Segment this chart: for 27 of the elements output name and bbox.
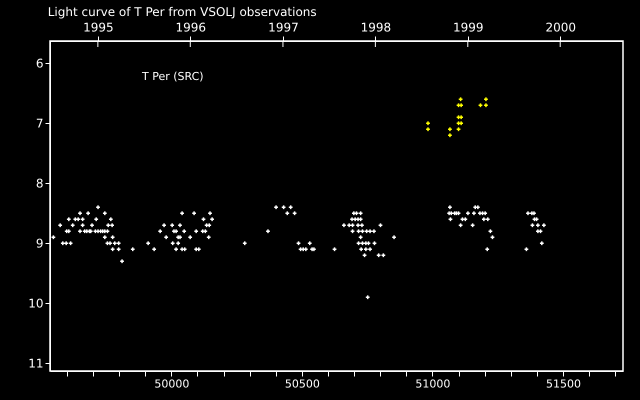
annotation: T Per (SRC) xyxy=(141,70,204,83)
point xyxy=(458,97,462,102)
point xyxy=(456,127,460,132)
x-tick-label: 51500 xyxy=(546,378,581,390)
y-tick-label: 6 xyxy=(36,56,44,71)
x-tick-label: 50000 xyxy=(154,378,190,390)
y-tick-label: 10 xyxy=(28,296,44,311)
x2-tick-label: 1999 xyxy=(453,20,484,34)
point xyxy=(484,103,488,108)
point xyxy=(448,133,452,138)
x2-tick-label: 1997 xyxy=(268,20,299,34)
point xyxy=(478,103,482,108)
x2-tick-label: 2000 xyxy=(545,20,576,34)
point xyxy=(426,121,430,126)
point xyxy=(448,127,452,132)
y-tick-label: 8 xyxy=(36,176,44,191)
chart-title: Light curve of T Per from VSOLJ observations xyxy=(48,5,317,19)
x2-tick-label: 1998 xyxy=(360,20,392,34)
y-tick-label: 9 xyxy=(36,236,44,251)
point xyxy=(426,127,430,132)
point xyxy=(484,97,488,102)
x-tick-label: 51000 xyxy=(415,378,450,390)
y-tick-label: 11 xyxy=(28,356,44,371)
x-tick-label: 50500 xyxy=(284,378,320,390)
y-tick-label: 7 xyxy=(36,116,44,131)
x2-tick-label: 1996 xyxy=(176,20,206,34)
x2-tick-label: 1995 xyxy=(83,20,114,34)
